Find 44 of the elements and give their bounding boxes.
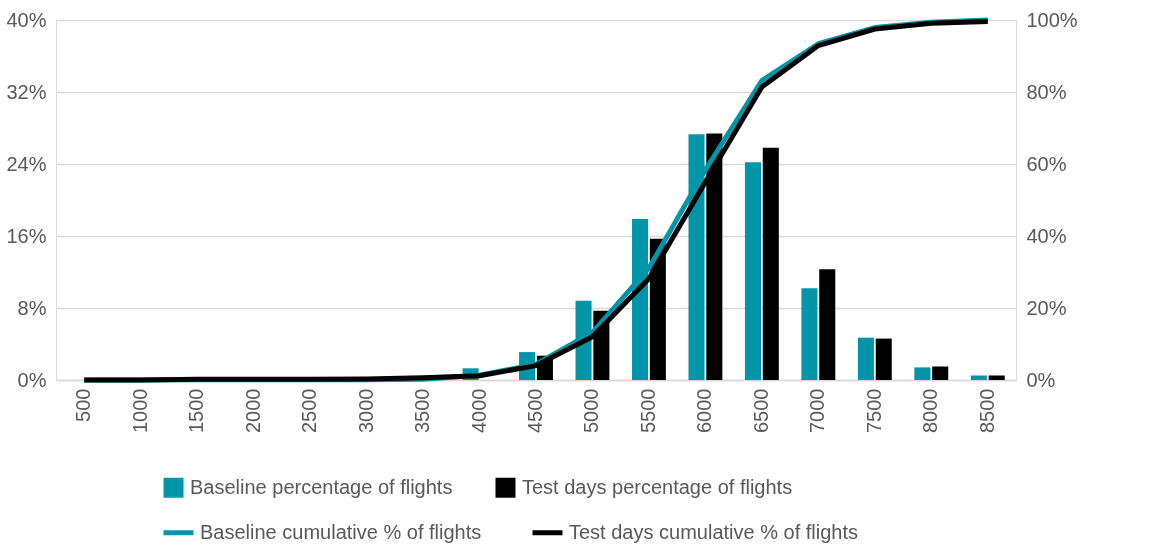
- y2-tick-label: 80%: [1026, 80, 1067, 103]
- y2-tick-label: 20%: [1026, 296, 1067, 319]
- bar: [801, 288, 818, 380]
- x-tick-label: 3000: [354, 388, 377, 433]
- x-tick-label: 7500: [862, 388, 885, 433]
- x-tick-label: 6000: [693, 388, 716, 433]
- y2-tick-label: 60%: [1026, 152, 1067, 175]
- legend-label: Baseline percentage of flights: [190, 475, 453, 498]
- y2-tick-label: 40%: [1026, 224, 1067, 247]
- y-tick-label: 32%: [6, 80, 47, 103]
- y-tick-label: 8%: [17, 296, 47, 319]
- bar: [932, 366, 949, 380]
- y-tick-label: 24%: [6, 152, 47, 175]
- legend-label: Baseline cumulative % of flights: [200, 520, 482, 543]
- x-tick-label: 1000: [128, 388, 151, 433]
- x-tick-label: 500: [72, 388, 95, 422]
- x-tick-label: 1500: [185, 388, 208, 433]
- bar: [706, 133, 723, 380]
- y-tick-label: 40%: [6, 8, 47, 31]
- x-tick-label: 5500: [636, 388, 659, 433]
- bar: [914, 367, 931, 380]
- legend-label: Test days cumulative % of flights: [569, 520, 859, 543]
- y2-tick-label: 100%: [1026, 8, 1078, 31]
- bar: [762, 147, 779, 380]
- x-tick-label: 2500: [298, 388, 321, 433]
- x-tick-label: 6500: [749, 388, 772, 433]
- x-tick-label: 4000: [467, 388, 490, 433]
- bar: [688, 134, 705, 380]
- bar: [857, 337, 874, 380]
- bar: [632, 218, 649, 380]
- legend-label: Test days percentage of flights: [522, 475, 793, 498]
- x-tick-label: 7000: [806, 388, 829, 433]
- x-tick-label: 2000: [241, 388, 264, 433]
- bar: [744, 162, 761, 380]
- y-tick-label: 0%: [17, 368, 47, 391]
- x-tick-label: 8000: [919, 388, 942, 433]
- x-tick-label: 5000: [580, 388, 603, 433]
- x-tick-label: 3500: [411, 388, 434, 433]
- y-tick-label: 16%: [6, 224, 47, 247]
- bar: [875, 338, 892, 380]
- x-tick-label: 4500: [524, 388, 546, 433]
- x-tick-label: 8500: [975, 388, 998, 433]
- bar: [819, 269, 836, 380]
- y2-tick-label: 0%: [1026, 368, 1056, 391]
